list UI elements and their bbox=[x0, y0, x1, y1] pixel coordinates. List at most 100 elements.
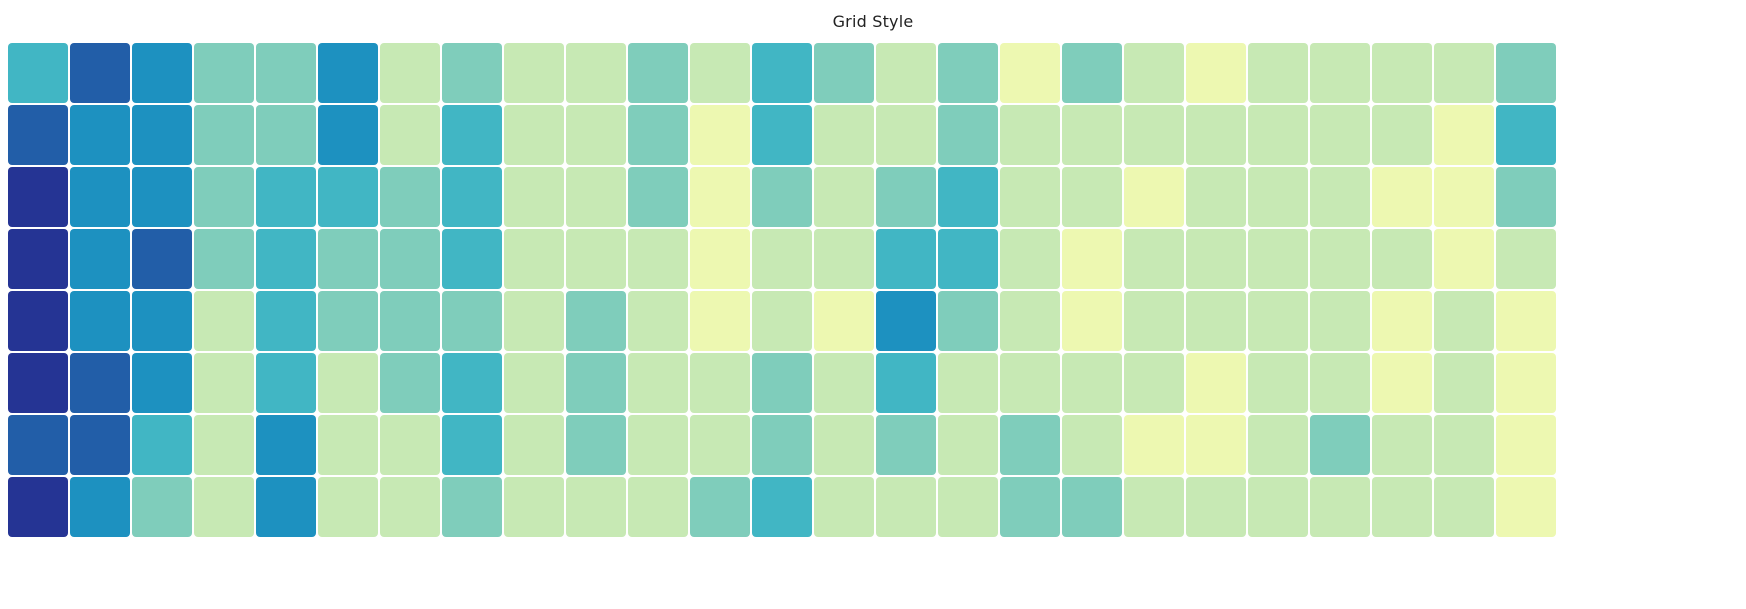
heatmap-cell-r3-c17 bbox=[1000, 167, 1060, 227]
heatmap-cell-r6-c19 bbox=[1124, 353, 1184, 413]
heatmap-cell-r4-c25 bbox=[1496, 229, 1556, 289]
heatmap-cell-r1-c16 bbox=[938, 43, 998, 103]
heatmap-cell-r3-c12 bbox=[690, 167, 750, 227]
heatmap-cell-r6-c16 bbox=[938, 353, 998, 413]
heatmap-cell-r4-c8 bbox=[442, 229, 502, 289]
heatmap-cell-r4-c15 bbox=[876, 229, 936, 289]
heatmap-cell-r5-c1 bbox=[8, 291, 68, 351]
heatmap-cell-r2-c15 bbox=[876, 105, 936, 165]
heatmap-cell-r4-c4 bbox=[194, 229, 254, 289]
heatmap-cell-r4-c2 bbox=[70, 229, 130, 289]
heatmap-cell-r1-c21 bbox=[1248, 43, 1308, 103]
heatmap-cell-r7-c19 bbox=[1124, 415, 1184, 475]
heatmap-cell-r2-c3 bbox=[132, 105, 192, 165]
heatmap-cell-r5-c20 bbox=[1186, 291, 1246, 351]
heatmap-cell-r4-c21 bbox=[1248, 229, 1308, 289]
heatmap-cell-r8-c8 bbox=[442, 477, 502, 537]
heatmap-cell-r4-c5 bbox=[256, 229, 316, 289]
heatmap-cell-r8-c6 bbox=[318, 477, 378, 537]
heatmap-cell-r7-c10 bbox=[566, 415, 626, 475]
heatmap-cell-r8-c11 bbox=[628, 477, 688, 537]
heatmap-cell-r1-c15 bbox=[876, 43, 936, 103]
heatmap-cell-r6-c24 bbox=[1434, 353, 1494, 413]
heatmap-cell-r5-c16 bbox=[938, 291, 998, 351]
heatmap-cell-r3-c9 bbox=[504, 167, 564, 227]
heatmap-cell-r5-c8 bbox=[442, 291, 502, 351]
heatmap-cell-r1-c12 bbox=[690, 43, 750, 103]
heatmap-cell-r1-c8 bbox=[442, 43, 502, 103]
heatmap-cell-r6-c4 bbox=[194, 353, 254, 413]
heatmap-cell-r3-c15 bbox=[876, 167, 936, 227]
heatmap-cell-r4-c6 bbox=[318, 229, 378, 289]
heatmap-cell-r2-c1 bbox=[8, 105, 68, 165]
heatmap-cell-r8-c1 bbox=[8, 477, 68, 537]
heatmap-cell-r7-c9 bbox=[504, 415, 564, 475]
heatmap-cell-r2-c11 bbox=[628, 105, 688, 165]
heatmap-cell-r6-c11 bbox=[628, 353, 688, 413]
heatmap-cell-r1-c17 bbox=[1000, 43, 1060, 103]
heatmap-cell-r8-c12 bbox=[690, 477, 750, 537]
heatmap-cell-r8-c13 bbox=[752, 477, 812, 537]
heatmap-cell-r5-c5 bbox=[256, 291, 316, 351]
heatmap-cell-r8-c14 bbox=[814, 477, 874, 537]
heatmap-cell-r4-c3 bbox=[132, 229, 192, 289]
heatmap-cell-r3-c18 bbox=[1062, 167, 1122, 227]
heatmap-cell-r5-c9 bbox=[504, 291, 564, 351]
heatmap-cell-r3-c4 bbox=[194, 167, 254, 227]
heatmap-cell-r1-c18 bbox=[1062, 43, 1122, 103]
heatmap-cell-r5-c21 bbox=[1248, 291, 1308, 351]
heatmap-cell-r2-c12 bbox=[690, 105, 750, 165]
heatmap-cell-r7-c24 bbox=[1434, 415, 1494, 475]
heatmap-cell-r7-c16 bbox=[938, 415, 998, 475]
heatmap-cell-r6-c12 bbox=[690, 353, 750, 413]
heatmap-cell-r1-c11 bbox=[628, 43, 688, 103]
heatmap-cell-r8-c20 bbox=[1186, 477, 1246, 537]
heatmap-cell-r6-c10 bbox=[566, 353, 626, 413]
heatmap-cell-r1-c14 bbox=[814, 43, 874, 103]
heatmap-cell-r2-c21 bbox=[1248, 105, 1308, 165]
heatmap-cell-r8-c4 bbox=[194, 477, 254, 537]
heatmap-cell-r1-c1 bbox=[8, 43, 68, 103]
heatmap-cell-r2-c24 bbox=[1434, 105, 1494, 165]
heatmap-cell-r7-c4 bbox=[194, 415, 254, 475]
heatmap-cell-r2-c22 bbox=[1310, 105, 1370, 165]
heatmap-cell-r5-c18 bbox=[1062, 291, 1122, 351]
heatmap-cell-r8-c21 bbox=[1248, 477, 1308, 537]
heatmap-cell-r2-c10 bbox=[566, 105, 626, 165]
heatmap-cell-r1-c4 bbox=[194, 43, 254, 103]
heatmap-cell-r6-c17 bbox=[1000, 353, 1060, 413]
heatmap-cell-r2-c20 bbox=[1186, 105, 1246, 165]
heatmap-cell-r5-c7 bbox=[380, 291, 440, 351]
heatmap-cell-r7-c22 bbox=[1310, 415, 1370, 475]
heatmap-cell-r6-c13 bbox=[752, 353, 812, 413]
heatmap-cell-r4-c13 bbox=[752, 229, 812, 289]
heatmap-cell-r3-c8 bbox=[442, 167, 502, 227]
heatmap-cell-r4-c23 bbox=[1372, 229, 1432, 289]
heatmap-cell-r7-c20 bbox=[1186, 415, 1246, 475]
heatmap-cell-r4-c10 bbox=[566, 229, 626, 289]
heatmap-cell-r5-c10 bbox=[566, 291, 626, 351]
heatmap-cell-r8-c17 bbox=[1000, 477, 1060, 537]
heatmap-cell-r2-c19 bbox=[1124, 105, 1184, 165]
heatmap-cell-r4-c22 bbox=[1310, 229, 1370, 289]
heatmap-cell-r7-c18 bbox=[1062, 415, 1122, 475]
heatmap-cell-r3-c23 bbox=[1372, 167, 1432, 227]
heatmap-cell-r6-c1 bbox=[8, 353, 68, 413]
heatmap-cell-r4-c11 bbox=[628, 229, 688, 289]
heatmap-cell-r3-c7 bbox=[380, 167, 440, 227]
heatmap-cell-r4-c14 bbox=[814, 229, 874, 289]
heatmap-cell-r6-c21 bbox=[1248, 353, 1308, 413]
heatmap-cell-r1-c10 bbox=[566, 43, 626, 103]
heatmap-cell-r8-c15 bbox=[876, 477, 936, 537]
heatmap-cell-r5-c12 bbox=[690, 291, 750, 351]
heatmap-cell-r2-c18 bbox=[1062, 105, 1122, 165]
heatmap-cell-r6-c5 bbox=[256, 353, 316, 413]
heatmap-cell-r3-c25 bbox=[1496, 167, 1556, 227]
heatmap-cell-r1-c7 bbox=[380, 43, 440, 103]
heatmap-cell-r3-c19 bbox=[1124, 167, 1184, 227]
heatmap-cell-r6-c25 bbox=[1496, 353, 1556, 413]
heatmap-cell-r2-c8 bbox=[442, 105, 502, 165]
heatmap-cell-r4-c12 bbox=[690, 229, 750, 289]
heatmap-cell-r6-c7 bbox=[380, 353, 440, 413]
